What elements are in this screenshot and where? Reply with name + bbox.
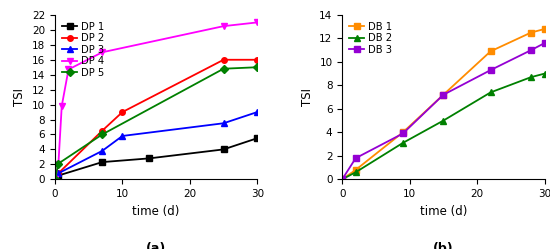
DP 2 bbox=[52, 178, 58, 181]
DP 5 bbox=[55, 162, 62, 165]
DP 5 bbox=[220, 67, 227, 70]
DP 3 bbox=[254, 111, 261, 114]
DB 1 bbox=[541, 28, 548, 31]
DB 1 bbox=[353, 168, 359, 171]
DP 3 bbox=[99, 149, 106, 152]
DP 1 bbox=[146, 157, 153, 160]
DP 1 bbox=[254, 137, 261, 140]
DP 5 bbox=[99, 133, 106, 136]
DP 3 bbox=[220, 122, 227, 125]
DP 3 bbox=[52, 178, 58, 181]
DB 3 bbox=[541, 42, 548, 45]
Line: DB 2: DB 2 bbox=[339, 71, 547, 182]
DP 1 bbox=[55, 174, 62, 177]
Text: (a): (a) bbox=[146, 242, 166, 249]
DP 5 bbox=[254, 66, 261, 69]
DB 2 bbox=[527, 76, 534, 79]
DP 2 bbox=[220, 58, 227, 61]
DP 4 bbox=[254, 21, 261, 24]
DB 2 bbox=[440, 119, 447, 122]
DB 1 bbox=[400, 131, 406, 134]
DB 2 bbox=[487, 91, 494, 94]
X-axis label: time (d): time (d) bbox=[133, 205, 180, 218]
Legend: DB 1, DB 2, DB 3: DB 1, DB 2, DB 3 bbox=[347, 20, 394, 57]
DB 1 bbox=[440, 93, 447, 96]
DB 3 bbox=[487, 69, 494, 72]
DP 2 bbox=[99, 129, 106, 132]
DB 1 bbox=[339, 178, 345, 181]
Line: DB 3: DB 3 bbox=[339, 40, 547, 182]
DP 2 bbox=[119, 111, 126, 114]
Line: DP 3: DP 3 bbox=[52, 109, 260, 182]
DB 1 bbox=[527, 31, 534, 34]
DP 1 bbox=[99, 161, 106, 164]
Text: (b): (b) bbox=[433, 242, 454, 249]
DB 2 bbox=[400, 141, 406, 144]
Line: DP 5: DP 5 bbox=[52, 64, 260, 182]
Line: DB 1: DB 1 bbox=[339, 26, 547, 182]
Y-axis label: TSI: TSI bbox=[301, 88, 314, 106]
DP 4 bbox=[220, 25, 227, 28]
Legend: DP 1, DP 2, DP 3, DP 4, DP 5: DP 1, DP 2, DP 3, DP 4, DP 5 bbox=[60, 20, 106, 80]
DP 3 bbox=[119, 134, 126, 137]
DP 4 bbox=[99, 51, 106, 54]
DB 1 bbox=[487, 50, 494, 53]
DP 3 bbox=[55, 172, 62, 175]
DP 1 bbox=[220, 148, 227, 151]
DB 3 bbox=[339, 178, 345, 181]
Line: DP 2: DP 2 bbox=[52, 57, 260, 182]
Line: DP 4: DP 4 bbox=[52, 20, 260, 182]
DB 2 bbox=[353, 171, 359, 174]
DP 4 bbox=[65, 68, 72, 71]
DB 3 bbox=[400, 132, 406, 135]
DB 3 bbox=[353, 157, 359, 160]
DP 2 bbox=[254, 58, 261, 61]
DB 3 bbox=[440, 93, 447, 96]
DP 4 bbox=[58, 105, 65, 108]
DP 2 bbox=[55, 172, 62, 175]
DB 2 bbox=[541, 72, 548, 75]
DP 4 bbox=[55, 163, 62, 166]
Y-axis label: TSI: TSI bbox=[13, 88, 26, 106]
DP 4 bbox=[52, 178, 58, 181]
Line: DP 1: DP 1 bbox=[52, 135, 260, 182]
DP 1 bbox=[52, 178, 58, 181]
DB 2 bbox=[339, 178, 345, 181]
DP 5 bbox=[52, 178, 58, 181]
DB 3 bbox=[527, 49, 534, 52]
X-axis label: time (d): time (d) bbox=[420, 205, 467, 218]
